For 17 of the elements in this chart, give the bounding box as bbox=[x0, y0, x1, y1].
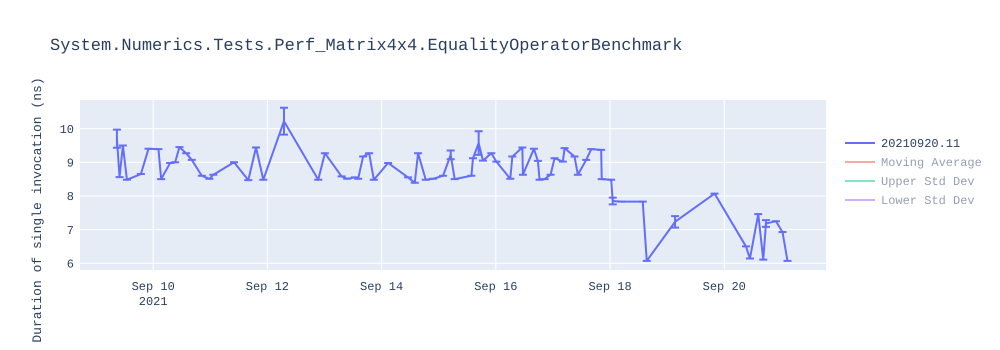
x-tick-label: Sep 14 bbox=[360, 280, 404, 294]
x-tick-label: Sep 20 bbox=[702, 280, 746, 294]
y-axis-title: Duration of single invocation (ns) bbox=[30, 77, 45, 343]
x-tick-label: Sep 18 bbox=[588, 280, 632, 294]
x-tick-label: Sep 10 2021 bbox=[132, 280, 175, 309]
y-tick-label: 6 bbox=[66, 257, 74, 272]
legend-label: Moving Average bbox=[881, 156, 982, 170]
y-tick-label: 10 bbox=[60, 122, 74, 137]
legend-label: 20210920.11 bbox=[881, 137, 960, 152]
legend-label: Upper Std Dev bbox=[881, 175, 975, 190]
x-tick-label: Sep 16 bbox=[474, 280, 518, 294]
chart-title: System.Numerics.Tests.Perf_Matrix4x4.EqualityOperatorBenchmark bbox=[50, 37, 683, 56]
legend-label: Lower Std Dev bbox=[881, 194, 975, 208]
y-tick-label: 9 bbox=[66, 156, 74, 170]
x-tick-label: Sep 12 bbox=[246, 280, 289, 294]
y-tick-label: 7 bbox=[66, 224, 74, 238]
y-tick-label: 8 bbox=[66, 190, 74, 204]
